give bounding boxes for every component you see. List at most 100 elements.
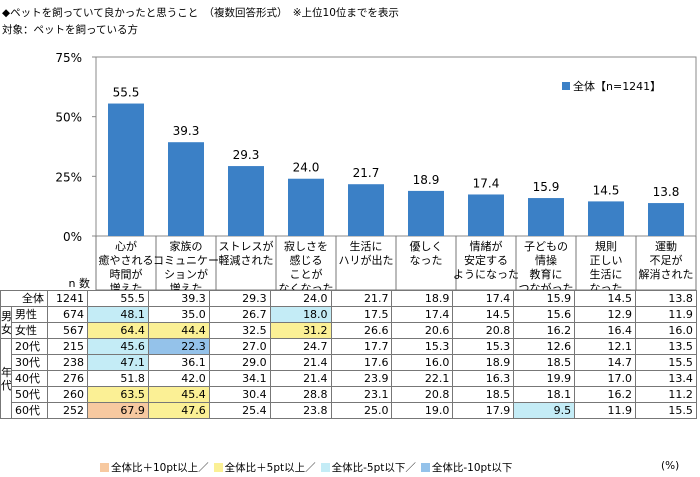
- table-cell: 18.9: [452, 354, 515, 371]
- bar-value-label: 17.4: [473, 176, 500, 190]
- bar-value-label: 18.9: [413, 173, 440, 187]
- bar: [528, 198, 564, 236]
- row-n: 276: [47, 370, 88, 387]
- table-row: 男女男性 674 48.1 35.0 26.7 18.0 17.5 17.4 14.5 15.6 1…: [0, 306, 697, 339]
- table-cell: 15.3: [452, 338, 515, 355]
- bar: [408, 190, 444, 236]
- table-cell: 23.1: [330, 386, 393, 403]
- table-row: 60代 252 67.9 47.6 25.4 23.8 25.0 19.0 17.9 9.5 11.…: [1, 402, 697, 419]
- table-row: 年代 20代 215 45.6 22.3 27.0 24.7 17.7 15.3 15.3 12.6…: [0, 338, 697, 419]
- table-cell: 9.5: [513, 402, 576, 419]
- table-cell: 22.1: [391, 370, 454, 387]
- table-cell: 14.5: [574, 290, 637, 307]
- group-label: 年代: [0, 338, 12, 419]
- table-cell: 17.7: [330, 338, 393, 355]
- bar: [588, 201, 624, 236]
- bar-value-label: 39.3: [173, 124, 200, 138]
- table-cell: 11.9: [574, 402, 637, 419]
- row-label: 60代: [11, 402, 48, 419]
- row-label: 女性: [11, 322, 48, 339]
- legend-swatch: [320, 463, 330, 472]
- row-n: 252: [47, 402, 88, 419]
- table-cell: 26.6: [330, 322, 393, 339]
- table-cell: 16.2: [513, 322, 576, 339]
- table-cell: 12.1: [574, 338, 637, 355]
- row-n: 215: [47, 338, 88, 355]
- category-label: 運動不足が解消された: [639, 239, 694, 281]
- table-cell: 16.0: [391, 354, 454, 371]
- y-tick-label: 25%: [55, 170, 82, 184]
- table-cell: 27.0: [208, 338, 271, 355]
- category-label: ストレスが軽減された: [219, 239, 274, 267]
- table-cell: 48.1: [87, 306, 149, 323]
- row-n: 567: [47, 322, 88, 339]
- table-legend-item: 全体比＋10pt以上／: [100, 460, 209, 475]
- table-cell: 39.3: [147, 290, 210, 307]
- table-cell: 34.1: [208, 370, 271, 387]
- table-cell: 19.9: [513, 370, 576, 387]
- table-cell: 17.6: [330, 354, 393, 371]
- category-label: 生活にハリが出た: [339, 239, 394, 267]
- table-legend-item: 全体比＋5pt以上／: [213, 460, 316, 475]
- row-n: 674: [47, 306, 88, 323]
- chart-title: ◆ペットを飼っていて良かったと思うこと （複数回答形式） ※上位10位までを表示: [2, 7, 399, 19]
- table-cell: 17.4: [452, 290, 515, 307]
- bar: [168, 142, 204, 236]
- table-cell: 31.2: [269, 322, 332, 339]
- table-cell: 44.4: [147, 322, 210, 339]
- row-n: 1241: [47, 290, 88, 307]
- table-cell: 45.6: [87, 338, 149, 355]
- table-cell: 12.9: [574, 306, 637, 323]
- table-cell: 47.6: [147, 402, 210, 419]
- table-cell: 18.9: [391, 290, 454, 307]
- category-label: 子どもの情操教育につながった: [519, 240, 574, 290]
- category-label: 寂しさを感じることがなくなった: [279, 239, 334, 290]
- table-cell: 22.3: [147, 338, 210, 355]
- category-label: 優しくなった: [410, 240, 443, 267]
- table-cell: 25.0: [330, 402, 393, 419]
- table-cell: 29.0: [208, 354, 271, 371]
- table-cell: 51.8: [87, 370, 149, 387]
- table-row: 50代 260 63.5 45.4 30.4 28.8 23.1 20.8 18.5 18.1 16…: [1, 386, 697, 403]
- table-cell: 47.1: [87, 354, 149, 371]
- crosstab-table: 全体 1241 55.5 39.3 29.3 24.0 21.7 18.9 17.4 15.9 14…: [0, 290, 697, 419]
- bar-chart: 0% 25% 50% 75% 55.5 39.3 29.3 24.0 21.7 18.9 17.4 1…: [55, 51, 697, 290]
- bar-value-label: 15.9: [533, 180, 560, 194]
- table-cell: 64.4: [87, 322, 149, 339]
- table-row: 30代 238 47.1 36.1 29.0 21.4 17.6 16.0 18.9 18.5 14…: [1, 354, 697, 371]
- table-cell: 15.9: [513, 290, 576, 307]
- table-row: 40代 276 51.8 42.0 34.1 21.4 23.9 22.1 16.3 19.9 17…: [1, 370, 697, 387]
- y-tick-label: 50%: [55, 111, 82, 125]
- table-cell: 15.5: [635, 402, 697, 419]
- table-cell: 17.5: [330, 306, 393, 323]
- bar: [648, 203, 684, 236]
- table-cell: 23.8: [269, 402, 332, 419]
- table-cell: 45.4: [147, 386, 210, 403]
- table-cell: 18.5: [452, 386, 515, 403]
- table-cell: 21.4: [269, 370, 332, 387]
- legend-swatch: [100, 463, 109, 472]
- n-header: n 数: [69, 277, 90, 290]
- legend-swatch: [213, 463, 223, 472]
- legend-swatch: [562, 82, 570, 90]
- table-legend-item: 全体比-10pt以下: [420, 460, 512, 475]
- table-cell: 63.5: [87, 386, 149, 403]
- legend-label: 全体【n=1241】: [573, 79, 661, 93]
- table-cell: 17.0: [574, 370, 637, 387]
- table-cell: 20.6: [391, 322, 454, 339]
- legend-swatch: [420, 463, 430, 472]
- table-legend-label: 全体比-5pt以下／: [331, 462, 416, 474]
- table-cell: 13.5: [635, 338, 697, 355]
- bar-value-label: 29.3: [233, 148, 260, 162]
- table-cell: 21.4: [269, 354, 332, 371]
- y-tick-label: 75%: [55, 51, 82, 65]
- table-cell: 24.7: [269, 338, 332, 355]
- row-label: 20代: [11, 338, 48, 355]
- table-cell: 32.5: [208, 322, 271, 339]
- table-cell: 23.9: [330, 370, 393, 387]
- table-cell: 36.1: [147, 354, 210, 371]
- table-cell: 16.3: [452, 370, 515, 387]
- y-tick-label: 0%: [63, 230, 82, 244]
- table-cell: 18.5: [513, 354, 576, 371]
- group-label: 男女: [0, 306, 12, 339]
